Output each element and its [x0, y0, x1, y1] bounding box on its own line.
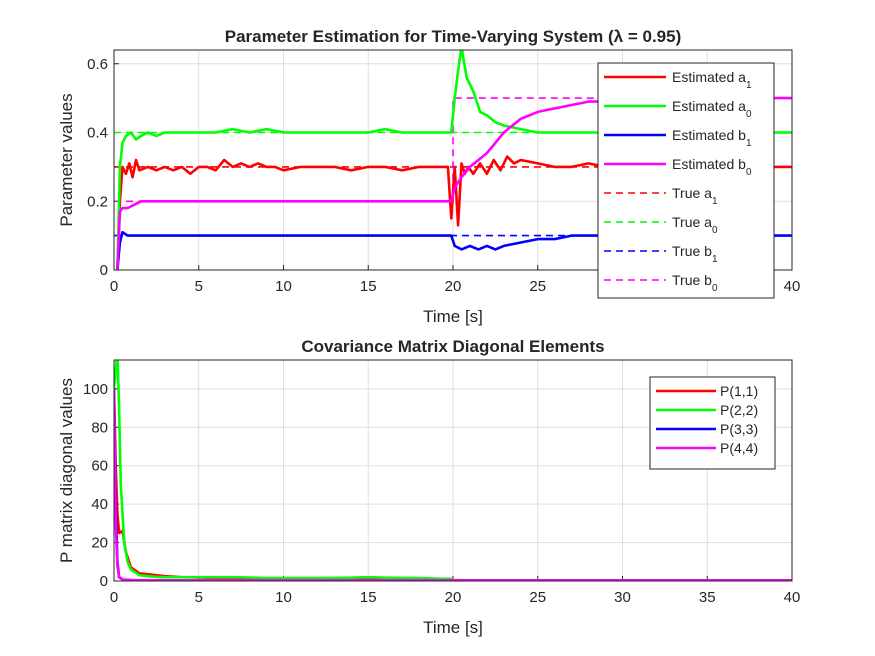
- y-tick-label: 60: [91, 458, 108, 475]
- legend-entry-subscript: 1: [712, 196, 718, 207]
- chart-title: Covariance Matrix Diagonal Elements: [301, 337, 604, 356]
- legend-entry-name: Estimated b: [672, 156, 746, 172]
- legend-entry-label: Estimated a0: [672, 98, 752, 120]
- x-tick-label: 25: [529, 278, 546, 295]
- legend-entry-name: Estimated a: [672, 98, 746, 114]
- chart-2: 0 5 10 15 20 25 30 35 40 0 20 40 60 80 100 Covariance M…: [57, 337, 800, 637]
- x-tick-label: 40: [784, 589, 801, 606]
- x-tick-label: 15: [360, 278, 377, 295]
- x-tick-label: 25: [529, 589, 546, 606]
- axes-box: [113, 359, 793, 582]
- x-tick-label: 0: [110, 278, 118, 295]
- y-tick-label: 0: [100, 573, 108, 590]
- y-tick-label: 0.2: [87, 193, 108, 210]
- legend-entry-label: P(1,1): [720, 383, 758, 399]
- x-tick-label: 30: [614, 589, 631, 606]
- y-axis-label: Parameter values: [57, 93, 76, 226]
- chart-title: Parameter Estimation for Time-Varying Sy…: [225, 27, 682, 46]
- legend-entry-subscript: 0: [712, 225, 718, 236]
- legend-entry-name: P(4,4): [720, 440, 758, 456]
- x-axis-label: Time [s]: [423, 307, 483, 326]
- legend-entry-name: P(3,3): [720, 421, 758, 437]
- legend-entry-subscript: 0: [712, 283, 718, 294]
- legend-entry-label: True b0: [672, 272, 718, 294]
- legend-entry-subscript: 0: [746, 109, 752, 120]
- y-tick-label: 0.4: [87, 125, 108, 142]
- legend-entry-label: P(4,4): [720, 440, 758, 456]
- legend-box: [649, 376, 776, 470]
- x-tick-label: 0: [110, 589, 118, 606]
- legend: P(1,1) P(2,2) P(3,3) P(4,4): [649, 376, 776, 470]
- legend-entry-subscript: 1: [712, 254, 718, 265]
- y-tick-label: 100: [83, 381, 108, 398]
- legend-entry-name: True b: [672, 272, 712, 288]
- x-tick-label: 20: [445, 278, 462, 295]
- series-p-4-4-line: [114, 388, 792, 581]
- y-tick-label: 40: [91, 496, 108, 513]
- legend-entry-name: P(2,2): [720, 402, 758, 418]
- legend-entry-label: True a1: [672, 185, 718, 207]
- legend-entry-subscript: 0: [746, 167, 752, 178]
- x-tick-label: 40: [784, 278, 801, 295]
- legend-entry-label: Estimated b0: [672, 156, 752, 178]
- legend-entry-name: True b: [672, 243, 712, 259]
- legend-entry-label: True a0: [672, 214, 718, 236]
- x-tick-label: 15: [360, 589, 377, 606]
- y-tick-label: 20: [91, 535, 108, 552]
- legend-entry-name: True a: [672, 185, 712, 201]
- y-tick-label: 0.6: [87, 56, 108, 73]
- legend-entry-name: Estimated b: [672, 127, 746, 143]
- legend-entry-subscript: 1: [746, 80, 752, 91]
- legend-entry-label: P(3,3): [720, 421, 758, 437]
- legend-entry-label: Estimated b1: [672, 127, 752, 149]
- x-tick-label: 35: [699, 589, 716, 606]
- x-tick-label: 20: [445, 589, 462, 606]
- x-axis-label: Time [s]: [423, 618, 483, 637]
- x-tick-label: 10: [275, 278, 292, 295]
- y-axis-label: P matrix diagonal values: [57, 378, 76, 563]
- x-tick-label: 5: [195, 589, 203, 606]
- legend-entry-label: P(2,2): [720, 402, 758, 418]
- legend-entry-name: P(1,1): [720, 383, 758, 399]
- axes-box: [113, 49, 793, 271]
- y-tick-label: 0: [100, 262, 108, 279]
- legend-entry-label: True b1: [672, 243, 718, 265]
- x-tick-label: 5: [195, 278, 203, 295]
- legend-entry-label: Estimated a1: [672, 69, 752, 91]
- legend-entry-name: True a: [672, 214, 712, 230]
- legend-entry-subscript: 1: [746, 138, 752, 149]
- x-tick-label: 10: [275, 589, 292, 606]
- y-tick-label: 80: [91, 419, 108, 436]
- legend-box: [597, 62, 775, 299]
- legend-entry-name: Estimated a: [672, 69, 746, 85]
